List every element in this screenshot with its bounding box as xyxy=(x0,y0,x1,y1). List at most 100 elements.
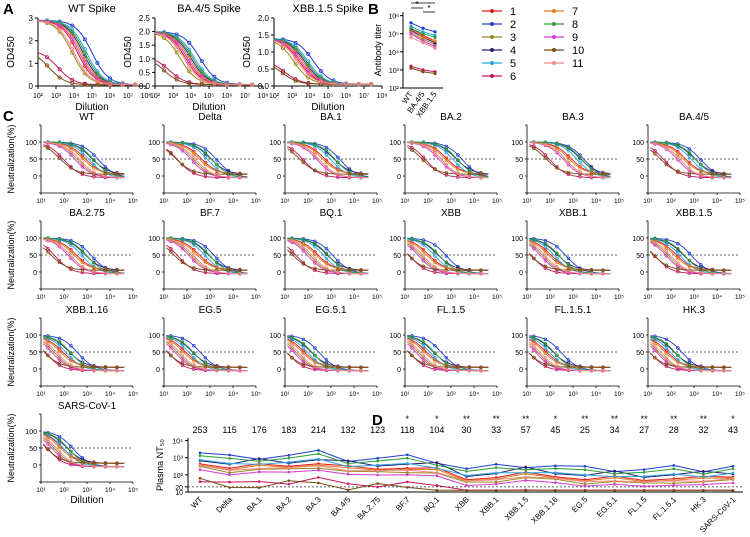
subplot-title: FL.1.5.1 xyxy=(555,305,592,316)
neut-point xyxy=(92,269,96,274)
neut-point xyxy=(676,155,680,160)
titer-point xyxy=(409,26,413,30)
nt50-point xyxy=(583,484,587,488)
neut-point xyxy=(664,160,669,165)
nt50-point xyxy=(524,475,528,479)
neut-point xyxy=(543,355,548,360)
neut-point xyxy=(57,260,62,265)
nt50-point xyxy=(257,460,261,463)
x-tick-label: 10² xyxy=(666,294,676,301)
neut-point xyxy=(215,167,219,171)
neut-point xyxy=(80,162,85,167)
neut-subplot-11: XBB.1.5 0 50 100 10¹ 10² 10³ 10⁴ 10⁵ xyxy=(632,208,745,301)
neut-point xyxy=(601,268,605,273)
y-tick-label: 1.0 xyxy=(258,48,270,57)
neut-point xyxy=(203,355,208,360)
neut-point xyxy=(578,166,582,170)
neut-point xyxy=(290,249,294,253)
x-tick-label: 10⁶ xyxy=(341,93,352,100)
neut-curve-serum-7 xyxy=(529,141,611,175)
x-tick-label: 10⁴ xyxy=(228,198,238,205)
subplot-title: EG.5.1 xyxy=(315,305,347,316)
neut-point xyxy=(555,353,559,358)
neut-subplot-16: FL.1.5.1 0 50 100 10¹ 10² 10³ 10⁴ 10⁵ xyxy=(511,305,624,398)
x-axis-label: Dilution xyxy=(70,495,103,506)
neut-point xyxy=(301,355,306,360)
x-tick-label: 10⁴ xyxy=(186,93,197,100)
neut-point xyxy=(203,147,208,151)
nt50-point xyxy=(672,484,676,487)
neut-point xyxy=(192,363,196,367)
neut-point xyxy=(699,271,703,275)
legend-marker xyxy=(552,22,556,26)
neut-point xyxy=(467,168,472,173)
neut-point xyxy=(699,167,703,171)
nt50-point xyxy=(465,474,468,477)
neut-point xyxy=(336,258,340,263)
neut-point xyxy=(46,339,50,344)
neut-point xyxy=(653,355,657,360)
neut-point xyxy=(555,256,559,261)
neut-point xyxy=(433,363,437,367)
nt50-point xyxy=(672,472,676,476)
neut-point xyxy=(80,260,85,265)
neut-point xyxy=(180,355,185,360)
x-tick-label: 10⁵ xyxy=(204,93,215,100)
binding-point xyxy=(70,37,75,42)
neut-point xyxy=(69,250,73,254)
neut-point xyxy=(444,269,449,274)
nt50-point xyxy=(228,457,231,460)
neut-point xyxy=(313,258,317,263)
neut-point xyxy=(589,365,594,370)
nt50-point xyxy=(317,468,320,472)
neut-point xyxy=(80,245,85,249)
neut-point xyxy=(687,147,692,151)
neut-point xyxy=(336,168,340,173)
y-tick-label: 0 xyxy=(33,174,37,181)
neut-point xyxy=(180,241,185,245)
nt50-point xyxy=(405,468,409,472)
neut-point xyxy=(555,245,559,249)
neut-point xyxy=(479,175,483,180)
neut-point xyxy=(313,256,317,261)
neut-point xyxy=(215,158,219,162)
neut-point xyxy=(444,147,449,151)
neut-point xyxy=(555,146,559,151)
neut-curve-serum-11 xyxy=(43,141,125,178)
neut-point xyxy=(115,268,119,273)
nt50-point xyxy=(435,484,439,487)
neut-point xyxy=(301,144,306,149)
neut-point xyxy=(410,141,414,145)
neut-point xyxy=(578,153,582,157)
neut-point xyxy=(46,144,50,149)
legend-marker xyxy=(552,61,556,65)
neut-point xyxy=(57,456,62,460)
sig-label: ** xyxy=(463,414,471,424)
x-tick-label: 10¹ xyxy=(36,294,46,301)
neut-point xyxy=(192,160,196,165)
gmt-value: 27 xyxy=(639,425,649,435)
neut-point xyxy=(676,267,680,271)
neut-point xyxy=(710,175,715,179)
neut-point xyxy=(324,165,329,169)
neut-point xyxy=(687,171,692,176)
neut-point xyxy=(555,264,559,269)
neut-point xyxy=(290,335,294,340)
neut-point xyxy=(710,365,715,370)
nt50-point xyxy=(731,464,735,468)
y-tick-label: 100 xyxy=(269,140,281,147)
neut-point xyxy=(324,262,329,266)
x-tick-label: 10² xyxy=(59,487,69,494)
binding-point xyxy=(280,43,285,48)
neut-point xyxy=(92,158,96,162)
neut-point xyxy=(676,145,680,150)
nt50-point xyxy=(346,459,350,463)
nt50-point xyxy=(672,467,676,471)
subplot-title: XBB.1.5 xyxy=(676,208,713,219)
neut-point xyxy=(467,174,472,179)
x-tick-label: 10² xyxy=(33,93,44,100)
nt50-point xyxy=(376,459,379,463)
neut-point xyxy=(722,175,726,180)
binding-point xyxy=(293,52,298,57)
